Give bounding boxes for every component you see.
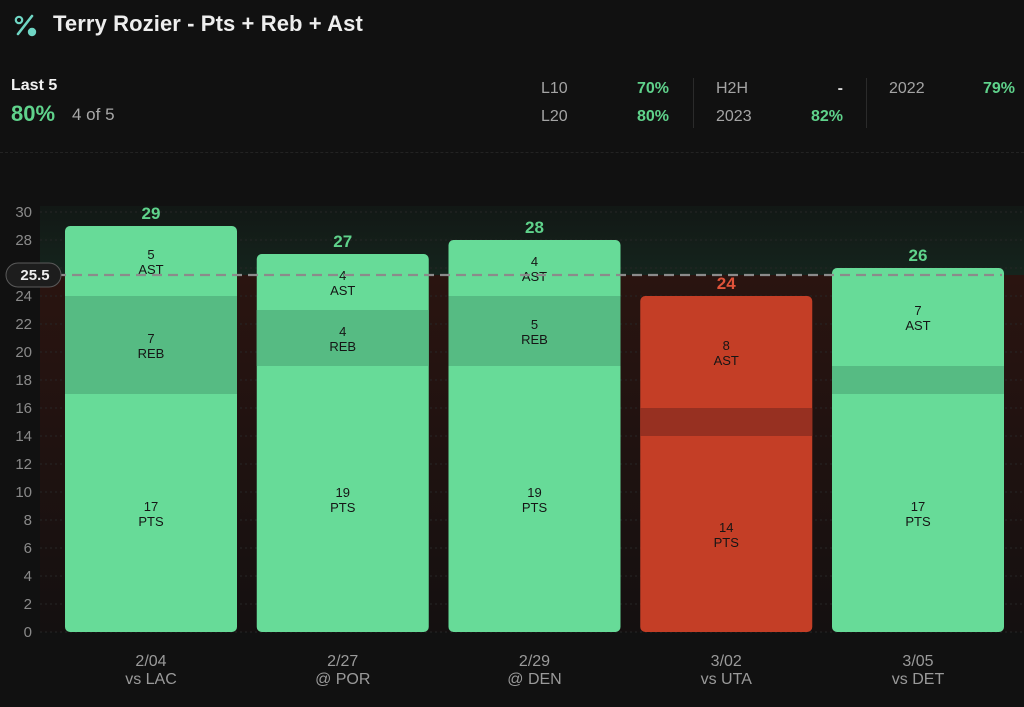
y-tick-label: 28: [15, 232, 32, 249]
stat-value-l20: 80%: [636, 108, 669, 125]
segment-value-label: 17: [144, 499, 158, 514]
stat-value-l10: 70%: [636, 80, 669, 97]
segment-stat-label: PTS: [138, 514, 164, 529]
x-tick-date: 2/29: [519, 653, 550, 670]
bar-segment-reb: [640, 408, 813, 436]
segment-value-label: 4: [339, 324, 346, 339]
y-tick-label: 12: [15, 456, 32, 473]
x-tick-opponent: vs LAC: [125, 671, 177, 688]
divider: [866, 78, 867, 128]
bar-total-label: 29: [142, 204, 161, 223]
stat-label-l10: L10: [541, 80, 568, 97]
y-tick-label: 22: [15, 316, 32, 333]
segment-stat-label: AST: [522, 269, 547, 284]
divider: [693, 78, 694, 128]
x-tick-opponent: @ DEN: [507, 671, 561, 688]
y-tick-label: 10: [15, 484, 32, 501]
segment-value-label: 17: [911, 499, 925, 514]
x-tick-date: 3/02: [711, 653, 742, 670]
y-tick-label: 14: [15, 428, 32, 445]
y-tick-label: 0: [24, 624, 32, 641]
stat-label-l20: L20: [541, 108, 568, 125]
summary-label: Last 5: [11, 77, 58, 94]
stat-label-2023: 2023: [716, 108, 752, 125]
y-tick-label: 8: [24, 512, 32, 529]
segment-value-label: 5: [147, 247, 154, 262]
segment-stat-label: REB: [138, 346, 165, 361]
bar-segment-reb: [256, 310, 429, 366]
y-tick-label: 20: [15, 344, 32, 361]
summary-count: 4 of 5: [72, 105, 115, 124]
segment-stat-label: PTS: [330, 500, 356, 515]
segment-value-label: 7: [147, 331, 154, 346]
bar: [832, 268, 1004, 632]
segment-value-label: 14: [719, 520, 733, 535]
bar-segment-reb: [65, 296, 237, 394]
percent-icon: [14, 14, 37, 37]
stat-label-h2h: H2H: [716, 80, 749, 97]
segment-stat-label: PTS: [522, 500, 548, 515]
x-tick-date: 3/05: [902, 653, 933, 670]
segment-value-label: 7: [914, 303, 921, 318]
threshold-badge: [5, 262, 62, 288]
segment-stat-label: AST: [905, 318, 930, 333]
segment-stat-label: REB: [329, 339, 356, 354]
segment-stat-label: PTS: [905, 514, 931, 529]
bar: [640, 296, 813, 632]
stat-value-h2h: -: [837, 80, 843, 97]
stat-value-2023: 82%: [810, 108, 843, 125]
segment-stat-label: AST: [714, 353, 739, 368]
y-tick-label: 4: [24, 568, 32, 585]
y-tick-label: 24: [15, 288, 32, 305]
bar-total-label: 28: [525, 218, 544, 237]
y-tick-label: 18: [15, 372, 32, 389]
threshold-label: 25.5: [20, 267, 49, 284]
stat-label-2022: 2022: [889, 80, 925, 97]
bar-segment-reb: [832, 366, 1004, 394]
x-tick-opponent: vs DET: [892, 671, 945, 688]
segment-value-label: 4: [339, 268, 346, 283]
segment-stat-label: REB: [521, 332, 548, 347]
bar: [65, 226, 237, 632]
segment-stat-label: PTS: [714, 535, 740, 550]
segment-value-label: 19: [527, 485, 541, 500]
summary-percent: 80%: [11, 101, 56, 126]
x-tick-opponent: @ POR: [315, 671, 370, 688]
game-log-chart: 02468101214161820222426283017PTS7REB5AST…: [0, 150, 1024, 702]
segment-stat-label: AST: [138, 262, 163, 277]
x-tick-date: 2/27: [327, 653, 358, 670]
segment-value-label: 8: [723, 338, 730, 353]
y-tick-label: 6: [24, 540, 32, 557]
y-tick-label: 16: [15, 400, 32, 417]
bar-total-label: 27: [333, 232, 352, 251]
x-tick-date: 2/04: [135, 653, 166, 670]
header: Terry Rozier - Pts + Reb + Ast: [0, 0, 1024, 55]
segment-value-label: 4: [531, 254, 538, 269]
segment-stat-label: AST: [330, 283, 355, 298]
bar-total-label: 24: [717, 274, 736, 293]
bar-total-label: 26: [909, 246, 928, 265]
x-tick-opponent: vs UTA: [701, 671, 753, 688]
bar-segment-reb: [448, 296, 621, 366]
stat-value-2022: 79%: [982, 80, 1015, 97]
segment-value-label: 5: [531, 317, 538, 332]
divider: [0, 152, 1024, 153]
segment-value-label: 19: [336, 485, 350, 500]
y-tick-label: 2: [24, 596, 32, 613]
chart-canvas: 02468101214161820222426283017PTS7REB5AST…: [5, 204, 1024, 688]
page-title: Terry Rozier - Pts + Reb + Ast: [53, 11, 363, 36]
y-tick-label: 30: [15, 204, 32, 221]
